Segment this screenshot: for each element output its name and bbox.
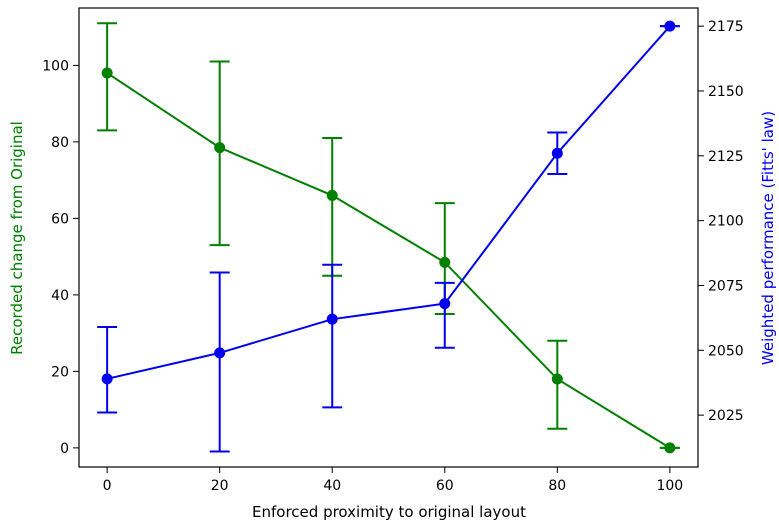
- x-axis: 0 20 40 60 80 100: [103, 467, 683, 494]
- left-y-tick-label: 40: [51, 288, 69, 304]
- x-tick-label: 60: [436, 478, 454, 494]
- left-y-tick-label: 0: [60, 441, 69, 457]
- blue-series-layer: [97, 20, 680, 453]
- x-tick-label: 0: [103, 478, 112, 494]
- blue-series-point: [551, 147, 563, 159]
- green-series-point: [439, 256, 451, 268]
- x-axis-title: Enforced proximity to original layout: [252, 503, 526, 521]
- right-y-tick-label: 2175: [708, 19, 744, 35]
- right-y-tick-label: 2050: [708, 343, 744, 359]
- blue-series-point: [101, 373, 113, 385]
- blue-series-point: [326, 313, 338, 325]
- green-series-point: [326, 189, 338, 201]
- right-y-tick-label: 2025: [708, 408, 744, 424]
- x-tick-label: 40: [323, 478, 341, 494]
- left-y-tick-label: 100: [42, 58, 69, 74]
- right-y-tick-label: 2125: [708, 149, 744, 165]
- green-series-point: [214, 142, 226, 154]
- right-y-axis: 2025 2050 2075 2100 2125 2150 2175: [698, 19, 744, 424]
- right-y-tick-label: 2100: [708, 214, 744, 230]
- blue-series-point: [214, 347, 226, 359]
- left-y-tick-label: 20: [51, 364, 69, 380]
- blue-series-line: [106, 25, 671, 380]
- x-tick-label: 100: [656, 478, 683, 494]
- x-tick-label: 80: [548, 478, 566, 494]
- blue-series-point: [664, 20, 676, 32]
- right-y-tick-label: 2150: [708, 84, 744, 100]
- green-series-point: [664, 442, 676, 454]
- right-y-axis-title: Weighted performance (Fitts' law): [759, 111, 777, 365]
- left-y-tick-label: 80: [51, 135, 69, 151]
- green-series-layer: [97, 22, 680, 454]
- blue-series-point: [439, 298, 451, 310]
- left-y-axis-title: Recorded change from Original: [8, 121, 26, 355]
- right-y-tick-label: 2075: [708, 278, 744, 294]
- green-series-point: [551, 373, 563, 385]
- left-y-axis: 0 20 40 60 80 100: [42, 58, 79, 457]
- green-series-point: [101, 67, 113, 79]
- green-series-line: [106, 72, 671, 449]
- plot-frame: [78, 7, 699, 468]
- left-y-tick-label: 60: [51, 211, 69, 227]
- x-tick-label: 20: [211, 478, 229, 494]
